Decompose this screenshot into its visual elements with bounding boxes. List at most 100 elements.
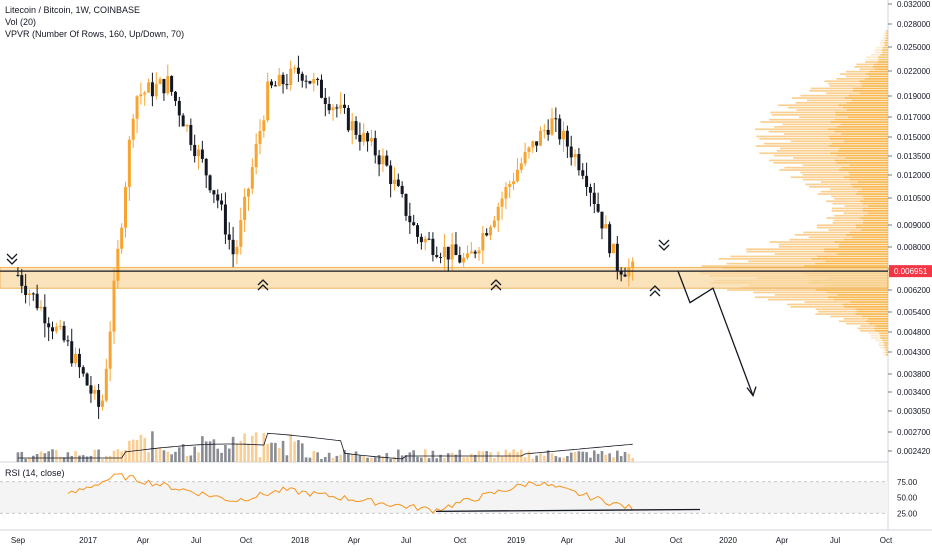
candle-body[interactable] [350,121,354,131]
candle-body[interactable] [354,121,358,135]
candle-body[interactable] [481,233,485,251]
candle-body[interactable] [492,220,496,227]
candle-body[interactable] [419,236,423,243]
candle-body[interactable] [66,340,70,342]
candle-body[interactable] [550,118,554,135]
candle-body[interactable] [489,226,493,236]
candle-body[interactable] [316,78,320,80]
candle-body[interactable] [281,74,285,85]
candle-body[interactable] [147,82,151,93]
candle-body[interactable] [51,327,55,332]
candle-body[interactable] [289,68,293,86]
candle-body[interactable] [93,389,97,394]
candle-body[interactable] [373,138,377,156]
candle-body[interactable] [270,81,274,86]
candle-body[interactable] [304,80,308,82]
candle-body[interactable] [611,243,615,254]
candle-body[interactable] [400,185,404,194]
candle-body[interactable] [596,203,600,212]
candle-body[interactable] [112,280,116,332]
candle-body[interactable] [54,326,58,332]
candle-body[interactable] [327,103,331,111]
candle-body[interactable] [43,306,47,324]
candle-body[interactable] [223,204,227,235]
candle-body[interactable] [585,175,589,187]
candle-body[interactable] [97,389,101,407]
candle-body[interactable] [323,97,327,104]
candle-body[interactable] [631,261,635,268]
candle-body[interactable] [212,190,216,195]
candle-body[interactable] [592,192,596,204]
candle-body[interactable] [377,155,381,165]
candle-body[interactable] [185,125,189,127]
candle-body[interactable] [104,368,108,401]
candle-body[interactable] [177,100,181,116]
candle-body[interactable] [535,141,539,146]
candle-body[interactable] [227,234,231,240]
candle-body[interactable] [627,267,631,277]
candle-body[interactable] [623,274,627,277]
candle-body[interactable] [343,104,347,108]
candle-body[interactable] [458,255,462,263]
candle-body[interactable] [504,186,508,199]
candle-body[interactable] [542,129,546,131]
candle-body[interactable] [170,75,174,92]
candle-body[interactable] [250,167,254,189]
candle-body[interactable] [527,147,531,153]
candle-body[interactable] [508,184,512,187]
candle-body[interactable] [385,155,389,166]
candle-body[interactable] [85,373,89,386]
candle-body[interactable] [469,251,473,254]
candle-body[interactable] [231,239,235,255]
candle-body[interactable] [335,107,339,109]
candle-body[interactable] [577,154,581,171]
candle-body[interactable] [239,219,243,247]
candle-body[interactable] [135,96,139,119]
candle-body[interactable] [565,130,569,147]
candle-body[interactable] [89,385,93,394]
candle-body[interactable] [442,246,446,258]
candle-body[interactable] [77,353,81,368]
candle-body[interactable] [600,211,604,229]
candle-body[interactable] [100,400,104,407]
candle-body[interactable] [70,341,74,364]
candle-body[interactable] [139,94,143,97]
candle-body[interactable] [439,256,443,258]
candle-body[interactable] [450,244,454,260]
candle-body[interactable] [431,238,435,256]
candle-body[interactable] [615,243,619,271]
legend-title[interactable]: Litecoin / Bitcoin, 1W, COINBASE [5,5,141,15]
candle-body[interactable] [546,129,550,135]
candle-body[interactable] [258,131,262,144]
candle-body[interactable] [339,104,343,109]
candle-body[interactable] [512,181,516,185]
candle-body[interactable] [562,130,566,140]
candle-body[interactable] [465,253,469,258]
candle-body[interactable] [254,143,258,168]
candle-body[interactable] [396,179,400,186]
candle-body[interactable] [446,246,450,260]
candle-body[interactable] [569,146,573,158]
candle-body[interactable] [362,132,366,142]
candle-body[interactable] [462,257,466,263]
candle-body[interactable] [423,238,427,243]
candle-body[interactable] [523,152,527,164]
candle-body[interactable] [404,193,408,216]
candle-body[interactable] [331,107,335,111]
legend-vpvr[interactable]: VPVR (Number Of Rows, 160, Up/Down, 70) [5,29,185,39]
candle-body[interactable] [293,67,297,69]
candle-body[interactable] [308,81,312,84]
candle-body[interactable] [312,78,316,84]
candle-body[interactable] [392,179,396,184]
candle-body[interactable] [131,118,135,140]
candle-body[interactable] [531,141,535,148]
candle-body[interactable] [427,238,431,240]
rsi-legend[interactable]: RSI (14, close) [5,468,65,478]
candle-body[interactable] [608,224,612,254]
candle-body[interactable] [554,118,558,120]
candle-body[interactable] [150,82,154,97]
candle-body[interactable] [16,274,20,276]
candle-body[interactable] [588,186,592,193]
candle-body[interactable] [189,125,193,145]
